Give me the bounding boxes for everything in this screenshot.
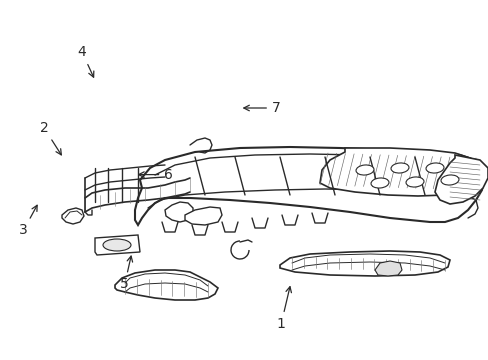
Polygon shape xyxy=(374,261,401,276)
Polygon shape xyxy=(95,235,140,255)
Ellipse shape xyxy=(370,178,388,188)
Text: 4: 4 xyxy=(78,45,94,77)
Polygon shape xyxy=(434,155,487,204)
Ellipse shape xyxy=(440,175,458,185)
Ellipse shape xyxy=(405,177,423,187)
Ellipse shape xyxy=(355,165,373,175)
Text: 2: 2 xyxy=(40,121,61,155)
Polygon shape xyxy=(319,148,479,196)
Polygon shape xyxy=(115,270,218,300)
Polygon shape xyxy=(184,207,222,225)
Ellipse shape xyxy=(390,163,408,173)
Text: 5: 5 xyxy=(120,256,132,291)
Text: 1: 1 xyxy=(276,287,291,331)
Polygon shape xyxy=(280,251,449,276)
Polygon shape xyxy=(164,202,193,222)
Text: 3: 3 xyxy=(19,205,37,237)
Ellipse shape xyxy=(425,163,443,173)
Polygon shape xyxy=(135,147,483,225)
Polygon shape xyxy=(62,208,84,224)
Text: 7: 7 xyxy=(244,101,280,115)
Text: 6: 6 xyxy=(139,168,173,181)
Ellipse shape xyxy=(103,239,131,251)
